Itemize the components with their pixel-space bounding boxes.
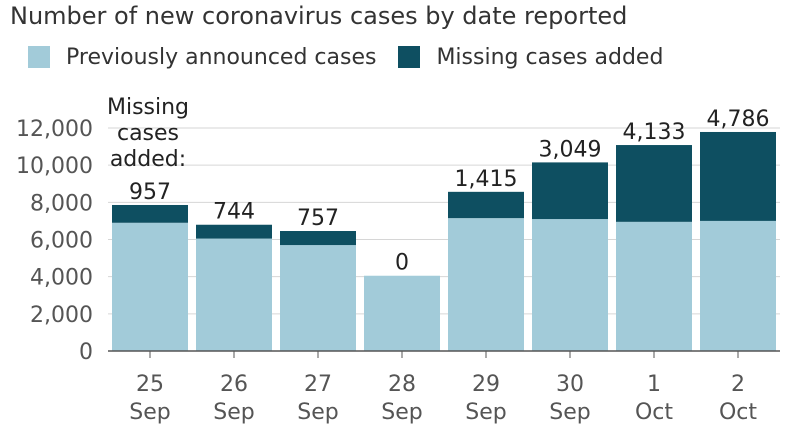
data-label-3: 0	[395, 251, 409, 276]
data-label-0: 957	[129, 180, 171, 205]
bar-previously-announced-2	[280, 245, 356, 351]
annotation-line-2: added:	[110, 147, 186, 172]
x-tick-label-day-0: 25	[136, 372, 164, 397]
bar-previously-announced-1	[196, 238, 272, 351]
chart-title: Number of new coronavirus cases by date …	[10, 2, 628, 30]
legend-swatch-missing-cases	[398, 46, 421, 68]
bar-previously-announced-4	[448, 218, 524, 351]
bar-missing-cases-0	[112, 204, 188, 223]
legend-swatch-previously-announced	[28, 46, 50, 68]
x-tick-label-month-2: Sep	[297, 400, 338, 425]
data-label-4: 1,415	[455, 167, 518, 192]
legend-label-missing-cases: Missing cases added	[436, 44, 664, 70]
bar-previously-announced-6	[616, 221, 692, 351]
y-tick-label-2000: 2,000	[30, 303, 93, 328]
data-label-7: 4,786	[707, 107, 770, 132]
legend-label-previously-announced: Previously announced cases	[66, 44, 377, 70]
data-label-6: 4,133	[623, 120, 686, 145]
bar-missing-cases-5	[532, 162, 608, 220]
x-tick-label-month-6: Oct	[635, 400, 673, 425]
y-tick-label-4000: 4,000	[30, 266, 93, 291]
bar-previously-announced-0	[112, 222, 188, 351]
x-tick-label-day-1: 26	[220, 372, 248, 397]
x-tick-label-day-5: 30	[556, 372, 584, 397]
x-tick-label-month-4: Sep	[465, 400, 506, 425]
x-tick-label-month-5: Sep	[549, 400, 590, 425]
annotation-line-1: cases	[117, 121, 179, 146]
x-tick-label-month-0: Sep	[129, 400, 170, 425]
bar-missing-cases-1	[196, 224, 272, 239]
bar-missing-cases-6	[616, 145, 692, 222]
x-tick-label-month-3: Sep	[381, 400, 422, 425]
x-tick-label-day-3: 28	[388, 372, 416, 397]
bar-previously-announced-3	[364, 275, 440, 351]
legend: Previously announced cases Missing cases…	[28, 42, 685, 72]
x-tick-label-day-2: 27	[304, 372, 332, 397]
annotation-line-0: Missing	[107, 95, 189, 120]
y-tick-label-12000: 12,000	[16, 117, 93, 142]
y-tick-label-8000: 8,000	[30, 191, 93, 216]
x-tick-label-day-7: 2	[731, 372, 745, 397]
bar-missing-cases-4	[448, 191, 524, 219]
legend-item-missing-cases: Missing cases added	[398, 45, 663, 70]
x-tick-label-month-1: Sep	[213, 400, 254, 425]
data-label-1: 744	[213, 200, 255, 225]
data-label-2: 757	[297, 206, 339, 231]
y-tick-label-0: 0	[79, 340, 93, 365]
legend-item-previously-announced: Previously announced cases	[28, 45, 376, 70]
y-tick-label-10000: 10,000	[16, 154, 93, 179]
x-tick-label-month-7: Oct	[719, 400, 757, 425]
bar-previously-announced-7	[700, 220, 776, 351]
x-tick-label-day-6: 1	[647, 372, 661, 397]
bar-missing-cases-2	[280, 231, 356, 246]
data-label-5: 3,049	[539, 137, 602, 162]
x-tick-label-day-4: 29	[472, 372, 500, 397]
y-tick-label-6000: 6,000	[30, 229, 93, 254]
bar-previously-announced-5	[532, 219, 608, 351]
bar-missing-cases-7	[700, 131, 776, 221]
